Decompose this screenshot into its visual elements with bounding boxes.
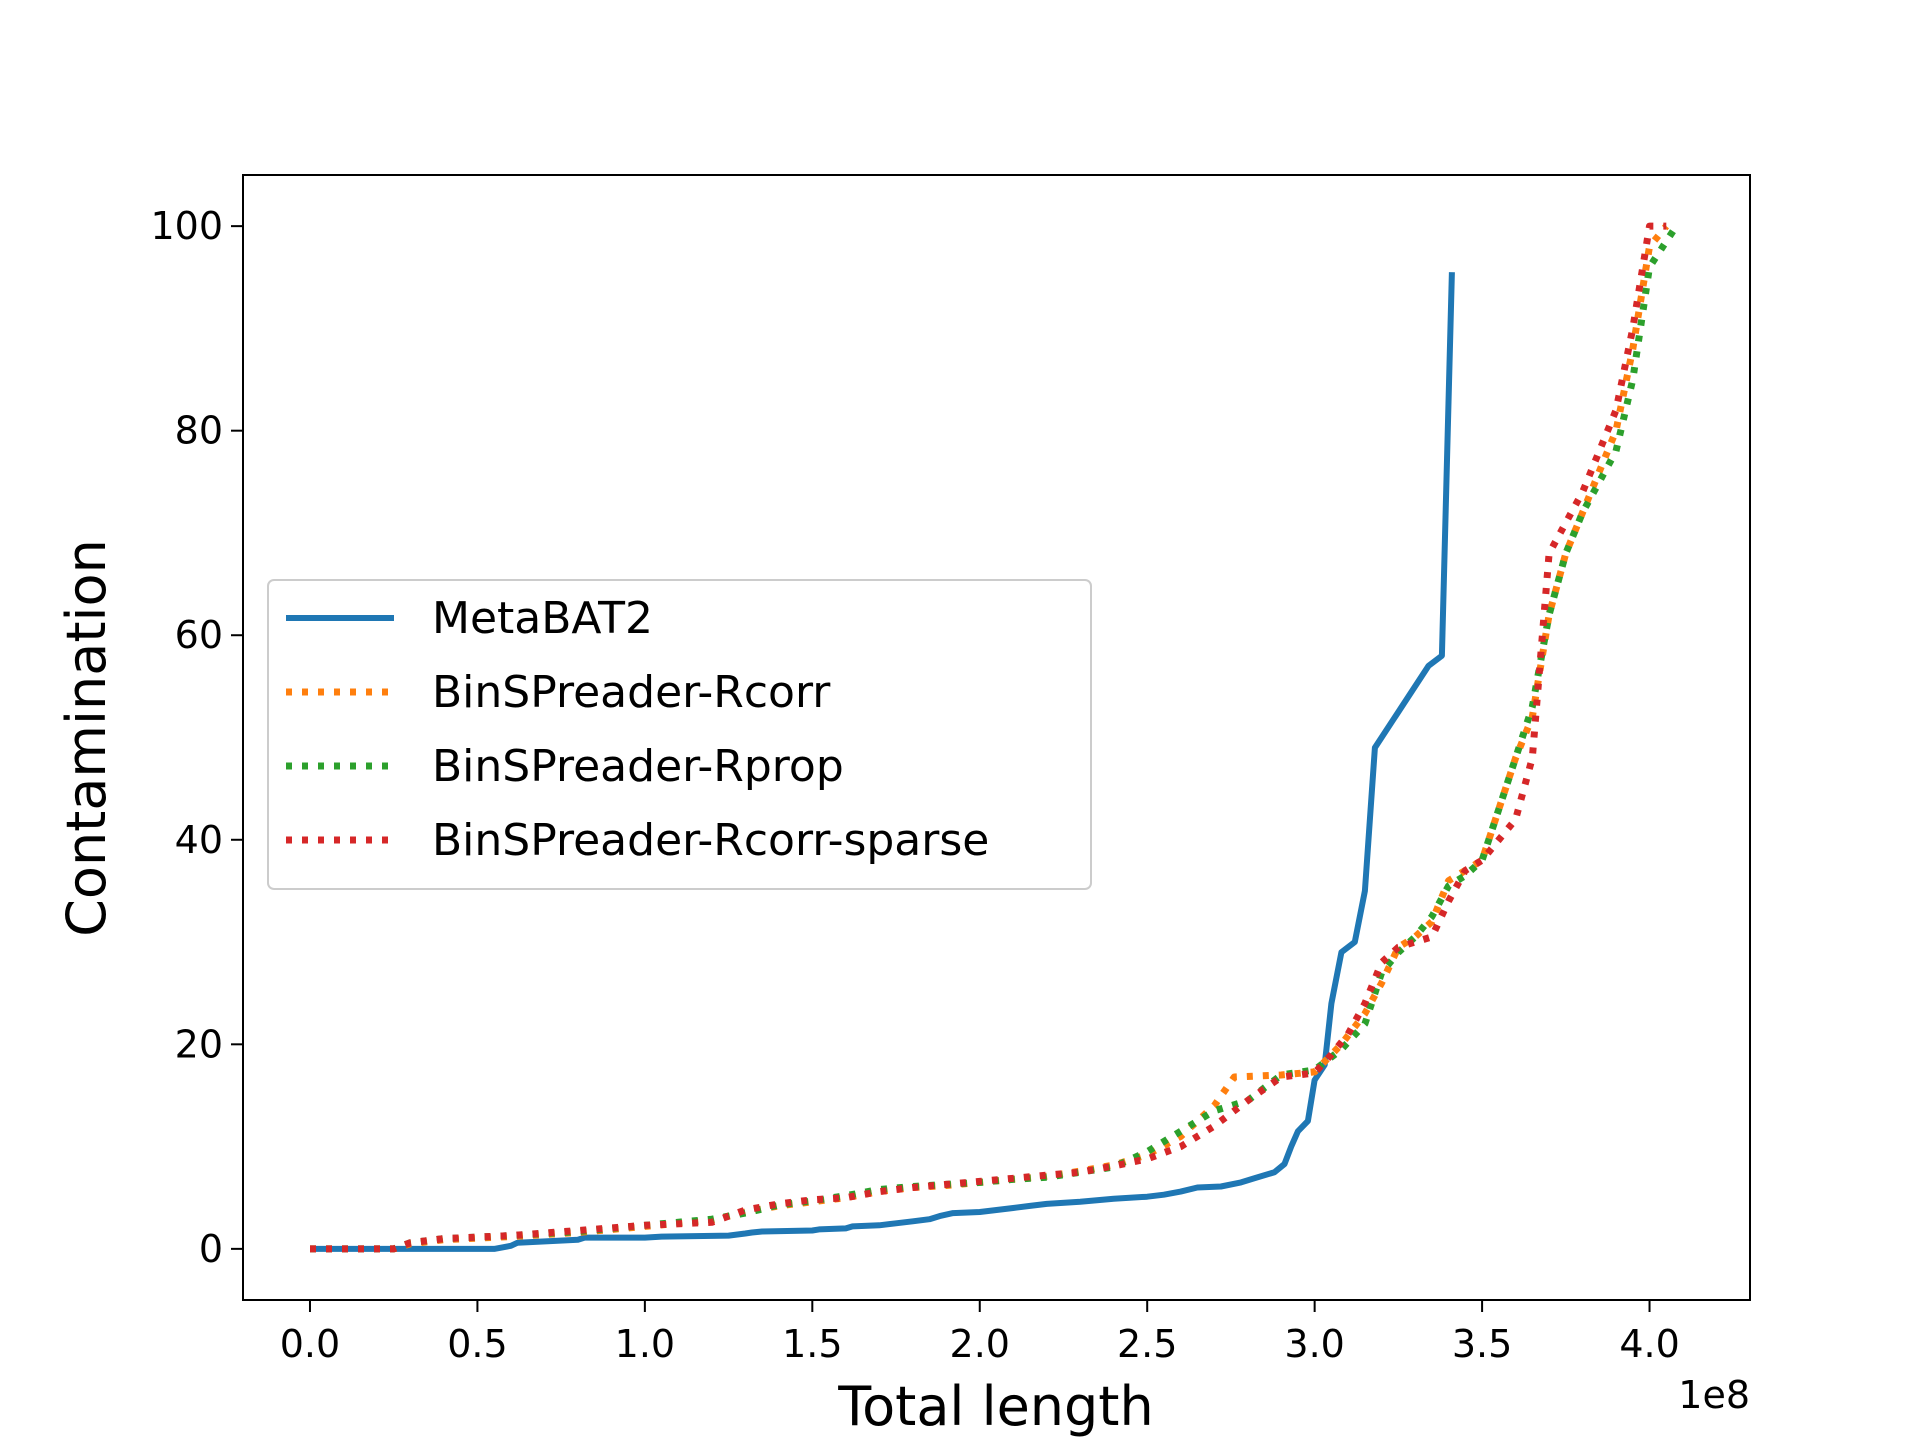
legend: MetaBAT2 BinSPreader-Rcorr BinSPreader-Rpr… (267, 579, 1092, 890)
y-tick-label: 80 (175, 409, 223, 453)
x-axis-ticks: 0.0 0.5 1.0 1.5 2.0 2.5 3.0 3.5 4.0 (280, 1300, 1680, 1366)
legend-label-binspreader-rprop: BinSPreader-Rprop (432, 741, 844, 792)
y-tick-label: 40 (175, 818, 223, 862)
y-tick-label: 60 (175, 613, 223, 657)
legend-label-binspreader-rcorr-sparse: BinSPreader-Rcorr-sparse (432, 815, 989, 866)
y-axis-ticks: 0 20 40 60 80 100 (150, 204, 243, 1271)
x-tick-label: 1.0 (615, 1322, 675, 1366)
plot-layer (310, 222, 1680, 1253)
x-tick-label: 0.5 (447, 1322, 507, 1366)
y-axis-label: Contamination (55, 539, 118, 937)
x-axis-offset-label: 1e8 (1678, 1373, 1750, 1417)
y-tick-label: 0 (199, 1227, 223, 1271)
x-tick-label: 3.0 (1284, 1322, 1344, 1366)
x-tick-label: 1.5 (782, 1322, 842, 1366)
x-axis-label: Total length (837, 1375, 1153, 1438)
legend-label-metabat2: MetaBAT2 (432, 593, 653, 644)
x-tick-label: 4.0 (1619, 1322, 1679, 1366)
legend-frame (267, 579, 1092, 890)
y-tick-label: 100 (150, 204, 223, 248)
y-tick-label: 20 (175, 1022, 223, 1066)
legend-label-binspreader-rcorr: BinSPreader-Rcorr (432, 667, 831, 718)
x-tick-label: 2.0 (950, 1322, 1010, 1366)
x-tick-label: 3.5 (1452, 1322, 1512, 1366)
x-tick-label: 2.5 (1117, 1322, 1177, 1366)
plot-frame (242, 174, 1751, 1301)
x-tick-label: 0.0 (280, 1322, 340, 1366)
